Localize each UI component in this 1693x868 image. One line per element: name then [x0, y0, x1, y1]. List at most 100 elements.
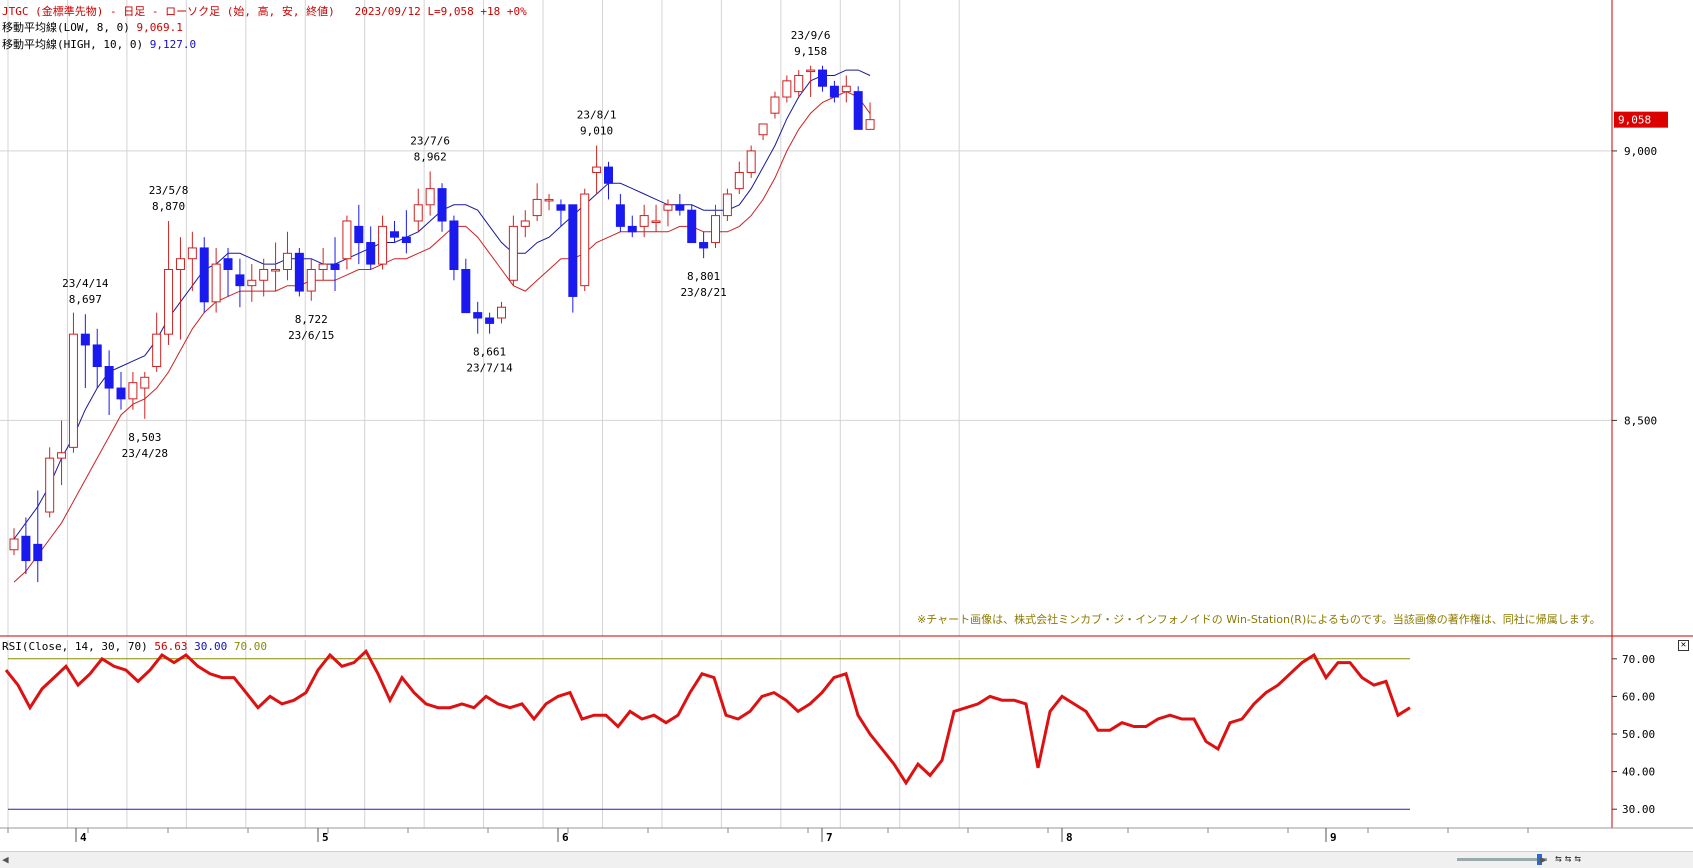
ma-low-legend: 移動平均線(LOW, 8, 0) 9,069.1: [2, 19, 183, 35]
horizontal-scrollbar[interactable]: ◀ ▶ ⇆⇆⇆: [0, 851, 1693, 868]
rsi-close-icon[interactable]: ✕: [1678, 640, 1689, 651]
candle-down: [80, 333, 90, 346]
candle-up: [746, 150, 756, 173]
candle-up: [544, 198, 554, 202]
candle-up: [651, 220, 661, 223]
y-tick-label: 9,000: [1624, 145, 1657, 158]
candle-up: [758, 123, 768, 136]
annotation-price: 8,870: [152, 200, 185, 213]
candle-up: [663, 204, 673, 211]
candle-up: [508, 225, 518, 281]
annotation-price: 8,503: [128, 431, 161, 444]
candle-up: [9, 538, 19, 551]
candle-down: [675, 204, 685, 211]
y-axis-labels: 9,000 8,500 9,058: [1612, 111, 1668, 427]
rsi-y-tick-label: 40.00: [1622, 766, 1655, 779]
zoom-slider[interactable]: [1457, 858, 1547, 861]
candle-down: [818, 69, 828, 87]
last-price-marker: [1614, 111, 1668, 128]
annotation-date: 23/4/14: [62, 277, 109, 290]
candle-down: [699, 242, 709, 249]
candle-down: [294, 252, 304, 292]
candle-up: [68, 333, 78, 448]
candle-up: [342, 220, 352, 260]
rsi-y-tick-label: 30.00: [1622, 803, 1655, 816]
annotation-price: 9,158: [794, 45, 827, 58]
rsi-line: [4, 648, 1411, 786]
candle-down: [461, 268, 471, 314]
candle-up: [639, 215, 649, 227]
candlesticks: [9, 65, 875, 583]
candle-up: [271, 268, 281, 272]
scroll-right-icon[interactable]: ▶: [1540, 853, 1547, 866]
candle-up: [282, 252, 292, 270]
candle-down: [853, 91, 863, 130]
annotation-date: 23/8/1: [577, 109, 617, 122]
rsi-legend: RSI(Close, 14, 30, 70) 56.63 30.00 70.00: [2, 640, 267, 653]
zoom-slider-thumb[interactable]: [1537, 854, 1542, 865]
candle-up: [152, 333, 162, 368]
candle-up: [806, 69, 816, 73]
zoom-buttons-icon[interactable]: ⇆⇆⇆: [1555, 852, 1584, 865]
candle-up: [865, 119, 875, 130]
candle-up: [259, 268, 269, 281]
candle-down: [116, 387, 126, 400]
ma-low-line: [13, 91, 871, 583]
candle-up: [318, 263, 328, 270]
annotation-price: 9,010: [580, 125, 613, 138]
candle-down: [389, 231, 399, 238]
month-label: 6: [562, 831, 569, 844]
ma-high-label: 移動平均線(HIGH, 10, 0): [2, 38, 144, 51]
scroll-left-icon[interactable]: ◀: [2, 853, 9, 866]
annotation-price: 8,697: [69, 293, 102, 306]
month-label: 5: [322, 831, 329, 844]
candle-up: [722, 193, 732, 217]
candle-down: [829, 85, 839, 98]
grid-lines: [0, 0, 1612, 828]
annotation-price: 8,661: [473, 346, 506, 359]
chart-header: JTGC (金標準先物) - 日足 - ローソク足 (始, 高, 安, 終値) …: [2, 3, 527, 19]
rsi-panel: 70.00 60.00 50.00 40.00 30.00: [4, 648, 1655, 816]
candle-down: [485, 317, 495, 324]
candle-up: [770, 96, 780, 114]
panel-borders: [0, 0, 1693, 829]
ma-high-value: 9,127.0: [149, 38, 197, 51]
candle-up: [45, 457, 55, 513]
candle-down: [33, 543, 43, 562]
annotation-price: 8,801: [687, 270, 720, 283]
month-label: 7: [826, 831, 833, 844]
annotation-date: 23/5/8: [149, 184, 189, 197]
candle-down: [568, 204, 578, 297]
y-tick-label: 8,500: [1624, 414, 1657, 427]
price-change-pct: +0%: [506, 5, 527, 18]
annotation-price: 8,962: [414, 150, 447, 163]
candle-up: [580, 193, 590, 287]
candle-down: [687, 209, 697, 244]
candle-up: [425, 188, 435, 206]
last-price-text: L=9,058: [427, 5, 474, 18]
candle-down: [104, 366, 114, 389]
candle-down: [473, 312, 483, 319]
candle-up: [57, 452, 67, 459]
candle-up: [711, 215, 721, 244]
annotation-date: 23/6/15: [288, 329, 334, 342]
rsi-y-tick-label: 50.00: [1622, 728, 1655, 741]
rsi-y-tick-label: 60.00: [1622, 690, 1655, 703]
month-label: 9: [1330, 831, 1337, 844]
candle-down: [330, 263, 340, 270]
price-change: +18: [480, 5, 501, 18]
candle-down: [401, 236, 411, 244]
annotation-date: 23/9/6: [791, 29, 831, 42]
candle-up: [794, 74, 804, 93]
annotation-price: 8,722: [295, 313, 328, 326]
candle-down: [449, 220, 459, 270]
candle-down: [437, 188, 447, 222]
candle-down: [556, 204, 566, 211]
candle-up: [592, 166, 602, 173]
candle-up: [187, 247, 197, 260]
annotation-date: 23/7/6: [410, 134, 450, 147]
chart-title: JTGC (金標準先物) - 日足 - ローソク足 (始, 高, 安, 終値): [2, 5, 335, 18]
candle-up: [532, 198, 542, 217]
candle-up: [175, 258, 185, 270]
